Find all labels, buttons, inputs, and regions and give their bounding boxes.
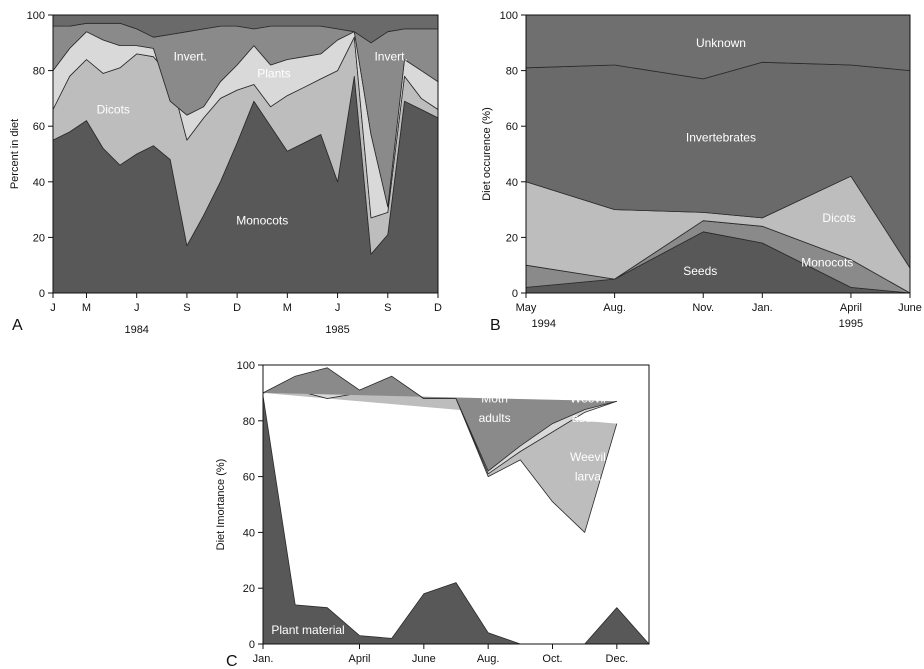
x-tick-label: S (183, 302, 190, 314)
panel-b-chart: 0 20 40 60 80 100 May Aug. Nov. Jan. April June 1994… (481, 10, 922, 334)
year-label: 1984 (124, 324, 148, 336)
x-tick-label: Oct. (542, 653, 562, 665)
x-tick-label: May (516, 302, 537, 314)
y-tick-label: 100 (27, 10, 45, 22)
area-label-adults: adults (572, 411, 604, 425)
area-label-plant-material: Plant material (271, 623, 344, 637)
x-tick-label: Dec. (606, 653, 629, 665)
x-tick-label: S (384, 302, 391, 314)
area-label-adults: adults (479, 411, 511, 425)
area-label-monocots: Monocots (236, 214, 288, 228)
x-tick-label: June (412, 653, 436, 665)
x-tick-label: Jan. (253, 653, 274, 665)
area-label-larva: larva (575, 470, 601, 484)
area-label-invert: Invert. (174, 50, 207, 64)
area-label-larva: larva (375, 517, 401, 531)
y-tick-label: 60 (33, 121, 45, 133)
y-tick-label: 80 (33, 66, 45, 78)
area-label-invert: Invert. (374, 50, 407, 64)
x-tick-label: June (898, 302, 922, 314)
area-label-dicots: Dicots (822, 211, 855, 225)
y-tick-label: 100 (237, 360, 255, 372)
y-tick-label: 100 (500, 10, 518, 22)
y-tick-label: 80 (506, 66, 518, 78)
area-label-seeds: Seeds (683, 264, 717, 278)
area-label-weevil: Weevil (570, 450, 606, 464)
y-tick-label: 20 (243, 583, 255, 595)
area-label-moth: Moth (375, 498, 402, 512)
x-tick-label: J (50, 302, 56, 314)
panel-letter: C (226, 653, 238, 669)
y-tick-label: 0 (512, 288, 518, 300)
area-label-dicots: Dicots (97, 103, 130, 117)
y-tick-label: 0 (249, 639, 255, 651)
area-label-monocots: Monocots (801, 255, 853, 269)
y-tick-label: 60 (243, 472, 255, 484)
area-label-invertebrates: Invertebrates (686, 130, 756, 144)
panel-c-chart: 0 20 40 60 80 100 Jan. April June Aug. Oct. Dec. Die… (215, 360, 649, 669)
x-tick-label: J (134, 302, 140, 314)
x-tick-label: Jan. (752, 302, 773, 314)
x-tick-label: Aug. (477, 653, 500, 665)
y-tick-label: 40 (506, 177, 518, 189)
y-tick-label: 20 (506, 232, 518, 244)
area-label-weevil: Weevil (570, 391, 606, 405)
x-tick-label: April (348, 653, 370, 665)
y-tick-label: 60 (506, 121, 518, 133)
y-axis-title: Diet Imortance (%) (215, 459, 227, 551)
x-tick-label: D (434, 302, 442, 314)
year-label: 1995 (839, 318, 863, 330)
x-tick-label: Nov. (692, 302, 714, 314)
y-tick-label: 0 (39, 288, 45, 300)
y-tick-label: 20 (33, 232, 45, 244)
x-tick-label: Aug. (603, 302, 626, 314)
year-label: 1985 (325, 324, 349, 336)
y-tick-label: 40 (243, 527, 255, 539)
x-tick-label: J (335, 302, 341, 314)
area-label-unknown: Unknown (696, 36, 746, 50)
x-tick-label: April (840, 302, 862, 314)
x-tick-label: D (233, 302, 241, 314)
x-tick-label: M (283, 302, 292, 314)
y-tick-label: 40 (33, 177, 45, 189)
panel-letter: B (490, 317, 501, 334)
y-tick-label: 80 (243, 416, 255, 428)
area-label-plants: Plants (257, 66, 290, 80)
year-label: 1994 (531, 318, 555, 330)
x-tick-label: M (82, 302, 91, 314)
panel-a-chart: 0 20 40 60 80 100 J M J S D M J S D 1984 1985 Percent in … (9, 10, 442, 336)
y-axis-title: Percent in diet (9, 119, 21, 189)
panel-letter: A (12, 317, 23, 334)
area-label-moth: Moth (481, 391, 508, 405)
y-axis-title: Diet occurence (%) (481, 107, 493, 201)
